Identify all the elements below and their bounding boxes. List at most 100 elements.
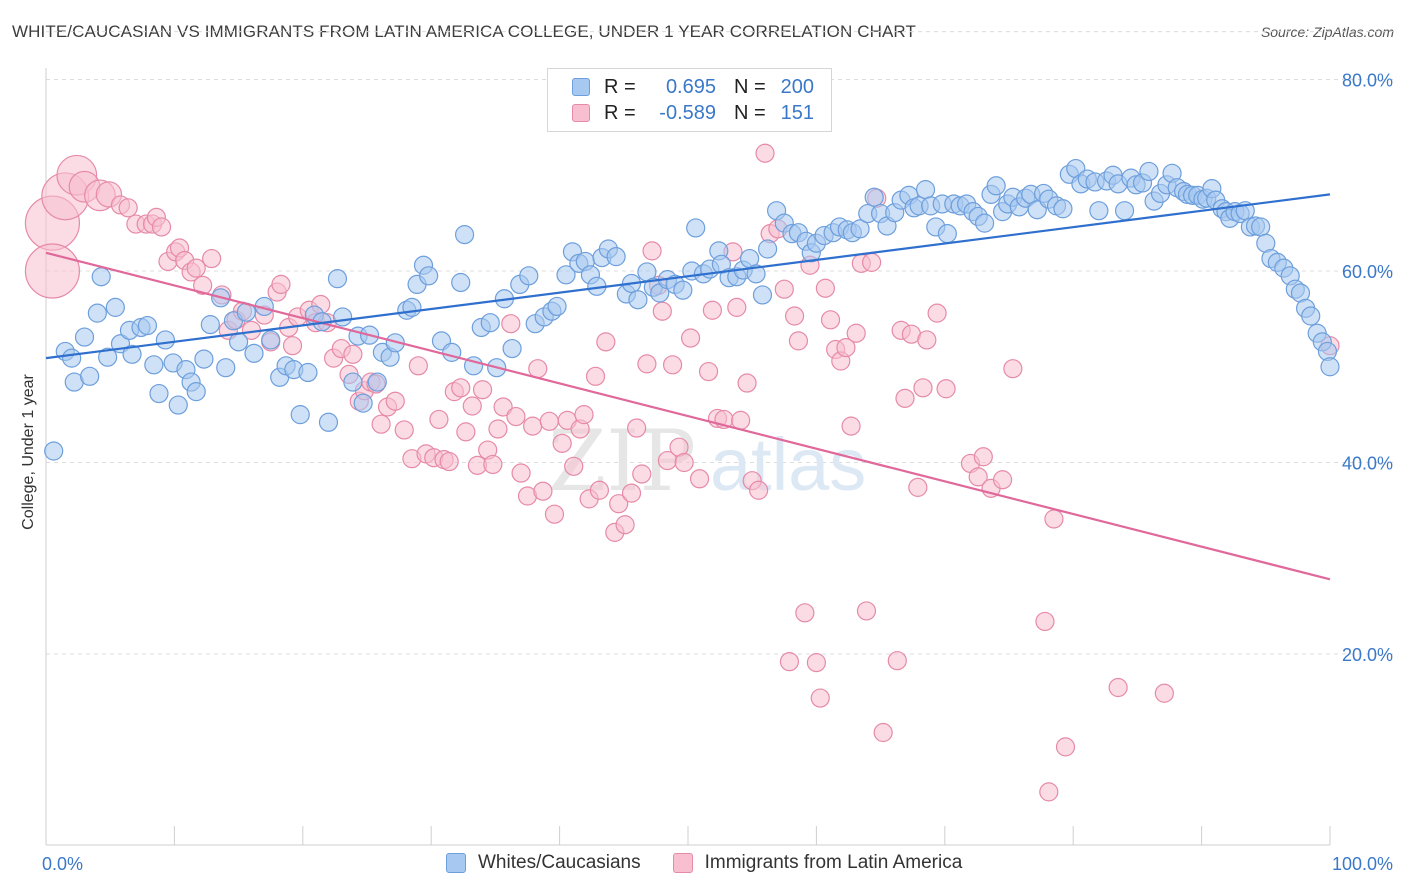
trend-lines	[45, 193, 1331, 581]
immigrants-point	[501, 314, 521, 334]
whites-point	[915, 180, 936, 200]
immigrants-point	[784, 306, 805, 326]
immigrants-point	[846, 323, 866, 343]
immigrants-point	[820, 310, 841, 330]
immigrants-point	[973, 447, 993, 467]
whites-point	[686, 218, 706, 238]
immigrants-point	[917, 330, 937, 350]
whites-point	[547, 296, 567, 317]
whites-point	[1114, 201, 1135, 221]
whites-point	[122, 344, 142, 364]
immigrants-point	[927, 303, 947, 323]
whites-point	[298, 362, 318, 383]
x-tick-label: 0.0%	[42, 854, 83, 874]
whites-point	[850, 219, 870, 239]
whites-point	[229, 332, 249, 352]
immigrants-point	[343, 344, 363, 364]
immigrants-point	[788, 331, 809, 351]
immigrants-point	[271, 274, 291, 295]
whites-point	[168, 395, 188, 415]
whites-point	[606, 247, 626, 267]
whites-point	[149, 383, 169, 404]
immigrants-point	[680, 328, 701, 348]
immigrants-point	[862, 252, 882, 272]
whites-point	[200, 315, 220, 335]
watermark-atlas: atlas	[710, 423, 866, 506]
immigrants-point	[472, 380, 493, 400]
immigrants-point	[887, 651, 907, 671]
immigrants-point	[1055, 737, 1076, 757]
immigrants-point	[815, 278, 835, 298]
immigrants-point	[552, 433, 572, 453]
whites-point	[343, 372, 363, 392]
immigrants-point	[408, 356, 428, 376]
immigrants-point	[371, 414, 391, 434]
whites-point	[80, 366, 100, 386]
whites-point	[62, 348, 82, 368]
immigrants-point	[1044, 509, 1064, 529]
immigrants-point	[895, 388, 915, 408]
immigrants-point	[544, 504, 565, 524]
legend-item-whites[interactable]: Whites/Caucasians	[446, 852, 641, 874]
whites-point	[216, 358, 236, 378]
immigrants-point	[1039, 782, 1059, 802]
whites-point	[74, 327, 95, 347]
whites-point	[98, 347, 118, 367]
immigrants-point	[632, 464, 652, 484]
immigrants-point	[689, 469, 710, 489]
whites-point	[318, 412, 339, 432]
immigrants-point	[731, 410, 751, 430]
immigrants-point	[615, 515, 635, 535]
whites-point	[44, 441, 64, 461]
immigrants-point	[1154, 683, 1174, 703]
immigrants-point	[779, 652, 800, 672]
immigrants-point	[806, 653, 827, 673]
immigrants-point	[506, 406, 526, 427]
whites-point	[333, 307, 353, 327]
immigrants-point	[662, 355, 683, 375]
immigrants-point	[564, 456, 584, 476]
whites-point	[194, 349, 214, 369]
immigrants-point	[698, 361, 719, 382]
whites-point	[1251, 217, 1271, 237]
immigrants-point	[609, 494, 629, 514]
whites-point	[758, 239, 778, 259]
immigrants-point	[908, 477, 928, 497]
immigrants-point	[936, 379, 956, 399]
whites-point	[155, 330, 176, 350]
whites-point	[986, 176, 1006, 196]
immigrants-point	[621, 483, 642, 503]
legend-item-immigrants[interactable]: Immigrants from Latin America	[672, 852, 963, 874]
legend-n-label: N =	[734, 101, 766, 124]
series-whites-points	[44, 158, 1340, 461]
immigrants-point	[637, 354, 657, 374]
immigrants-point	[385, 391, 405, 411]
legend-r-label: R =	[604, 101, 636, 124]
immigrants-point	[193, 275, 213, 295]
immigrants-point	[585, 366, 606, 386]
whites-point	[1301, 306, 1321, 326]
whites-point	[451, 272, 471, 293]
legend-label-immigrants: Immigrants from Latin America	[704, 852, 963, 873]
immigrants-point	[873, 722, 893, 743]
immigrants-point	[202, 248, 222, 269]
whites-point	[91, 267, 111, 287]
y-tick-label: 80.0%	[1342, 71, 1393, 91]
immigrants-point	[968, 467, 988, 487]
immigrants-point	[451, 378, 471, 398]
immigrants-point	[727, 297, 747, 317]
y-axis-label: College, Under 1 year	[20, 374, 37, 530]
immigrants-point	[151, 217, 172, 237]
immigrants-point	[702, 300, 722, 320]
whites-point	[1089, 201, 1109, 221]
whites-point	[975, 213, 995, 233]
x-tick-labels: 0.0% 100.0%	[42, 854, 1393, 874]
immigrants-point	[456, 422, 476, 442]
immigrants-point	[1108, 677, 1128, 698]
immigrants-point	[856, 601, 877, 621]
whites-point	[864, 187, 884, 207]
immigrants-point	[429, 409, 449, 430]
whites-trend-line	[45, 193, 1331, 360]
immigrants-point	[836, 338, 856, 358]
series-legend: Whites/Caucasians Immigrants from Latin …	[446, 852, 994, 874]
